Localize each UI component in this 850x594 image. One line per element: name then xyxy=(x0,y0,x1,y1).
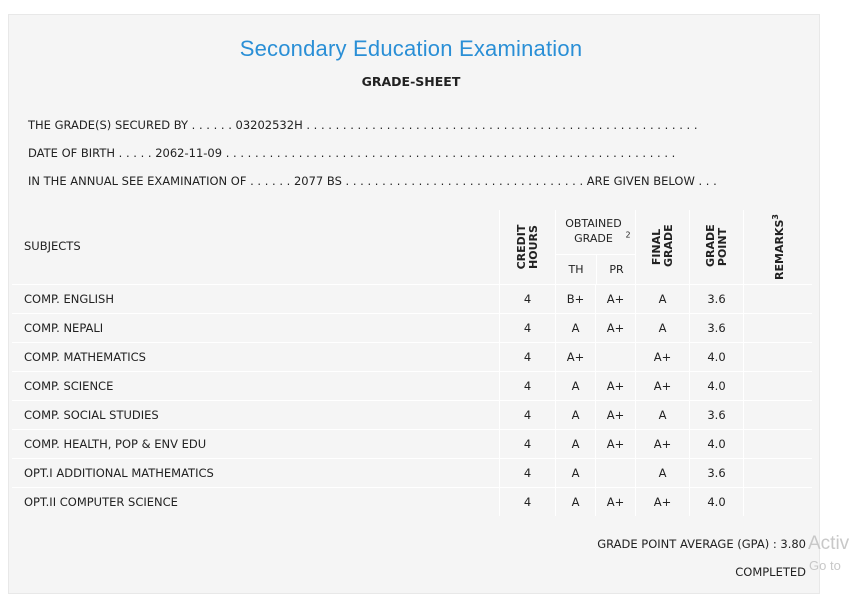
subject-cell: COMP. SOCIAL STUDIES xyxy=(24,408,159,422)
subject-cell: COMP. SCIENCE xyxy=(24,379,114,393)
credit-hours-label: CREDIT HOURS xyxy=(514,224,540,270)
status-text: COMPLETED xyxy=(735,565,806,579)
date-of-birth-line: DATE OF BIRTH . . . . . 2062-11-09 . . .… xyxy=(28,146,676,160)
grade-point-cell: 4.0 xyxy=(689,430,743,458)
th-grade-cell: B+ xyxy=(555,285,595,313)
th-grade-cell: A xyxy=(555,401,595,429)
table-row: COMP. NEPALI 4 A A+ A 3.6 xyxy=(12,313,812,342)
activation-watermark: Activ xyxy=(808,533,850,554)
grade-sheet-panel xyxy=(8,14,820,594)
credit-hours-cell: 4 xyxy=(499,343,555,371)
table-row: COMP. SCIENCE 4 A A+ A+ 4.0 xyxy=(12,371,812,400)
remarks-header: REMARKS3 xyxy=(743,210,812,284)
table-header: SUBJECTS CREDIT HOURS OBTAINED GRADE 2 TH… xyxy=(12,210,812,285)
grade-point-header: GRADE POINT xyxy=(689,210,743,284)
table-row: COMP. HEALTH, POP & ENV EDU 4 A A+ A+ 4.0 xyxy=(12,429,812,458)
gpa-summary: GRADE POINT AVERAGE (GPA) : 3.80 xyxy=(597,537,806,551)
remarks-footnote: 3 xyxy=(771,214,781,220)
obtained-grade-footnote: 2 xyxy=(625,230,631,240)
subjects-header: SUBJECTS xyxy=(24,239,81,253)
remarks-cell xyxy=(743,372,812,400)
table-row: COMP. ENGLISH 4 B+ A+ A 3.6 xyxy=(12,284,812,313)
remarks-label: REMARKS xyxy=(772,219,786,280)
th-grade-cell: A xyxy=(555,430,595,458)
final-grade-cell: A+ xyxy=(635,343,689,371)
credit-hours-cell: 4 xyxy=(499,488,555,516)
table-row: OPT.II COMPUTER SCIENCE 4 A A+ A+ 4.0 xyxy=(12,487,812,516)
pr-grade-cell: A+ xyxy=(595,314,635,342)
final-grade-cell: A xyxy=(635,459,689,487)
final-grade-cell: A xyxy=(635,314,689,342)
credit-hours-cell: 4 xyxy=(499,314,555,342)
grade-point-cell: 3.6 xyxy=(689,459,743,487)
credit-hours-header: CREDIT HOURS xyxy=(499,210,555,284)
final-grade-cell: A+ xyxy=(635,488,689,516)
final-grade-cell: A+ xyxy=(635,430,689,458)
grade-point-cell: 3.6 xyxy=(689,314,743,342)
obtained-grade-header: OBTAINED GRADE 2 TH PR xyxy=(555,210,636,284)
grade-point-label: GRADE POINT xyxy=(703,224,729,267)
credit-hours-cell: 4 xyxy=(499,459,555,487)
th-grade-cell: A xyxy=(555,459,595,487)
credit-hours-cell: 4 xyxy=(499,430,555,458)
grade-point-cell: 4.0 xyxy=(689,372,743,400)
th-grade-cell: A xyxy=(555,314,595,342)
table-row: COMP. MATHEMATICS 4 A+ A+ 4.0 xyxy=(12,342,812,371)
remarks-cell xyxy=(743,488,812,516)
final-grade-cell: A xyxy=(635,401,689,429)
remarks-cell xyxy=(743,343,812,371)
table-row: COMP. SOCIAL STUDIES 4 A A+ A 3.6 xyxy=(12,400,812,429)
final-grade-label: FINAL GRADE xyxy=(649,224,675,267)
th-grade-cell: A xyxy=(555,488,595,516)
pr-grade-cell: A+ xyxy=(595,401,635,429)
final-grade-cell: A+ xyxy=(635,372,689,400)
credit-hours-cell: 4 xyxy=(499,401,555,429)
obtained-grade-label: OBTAINED GRADE xyxy=(565,217,622,245)
grade-point-cell: 3.6 xyxy=(689,285,743,313)
remarks-cell xyxy=(743,285,812,313)
grade-point-cell: 4.0 xyxy=(689,343,743,371)
subject-cell: OPT.II COMPUTER SCIENCE xyxy=(24,495,178,509)
pr-grade-cell: A+ xyxy=(595,488,635,516)
pr-grade-cell: A+ xyxy=(595,372,635,400)
remarks-cell xyxy=(743,401,812,429)
pr-grade-cell: A+ xyxy=(595,430,635,458)
subject-cell: COMP. HEALTH, POP & ENV EDU xyxy=(24,437,207,451)
page-title: Secondary Education Examination xyxy=(239,36,583,61)
credit-hours-cell: 4 xyxy=(499,372,555,400)
grade-point-cell: 3.6 xyxy=(689,401,743,429)
examination-line: IN THE ANNUAL SEE EXAMINATION OF . . . .… xyxy=(28,174,717,188)
th-header: TH xyxy=(556,254,596,284)
secured-by-line: THE GRADE(S) SECURED BY . . . . . . 0320… xyxy=(28,118,698,132)
th-grade-cell: A+ xyxy=(555,343,595,371)
pr-header: PR xyxy=(596,254,636,284)
grade-point-cell: 4.0 xyxy=(689,488,743,516)
th-grade-cell: A xyxy=(555,372,595,400)
subject-cell: COMP. ENGLISH xyxy=(24,292,114,306)
final-grade-cell: A xyxy=(635,285,689,313)
subject-cell: COMP. MATHEMATICS xyxy=(24,350,146,364)
pr-grade-cell xyxy=(595,459,635,487)
final-grade-header: FINAL GRADE xyxy=(635,210,689,284)
pr-grade-cell xyxy=(595,343,635,371)
activation-watermark-sub: Go to xyxy=(809,558,841,573)
pr-grade-cell: A+ xyxy=(595,285,635,313)
sheet-subtitle: GRADE-SHEET xyxy=(361,74,461,89)
subject-cell: OPT.I ADDITIONAL MATHEMATICS xyxy=(24,466,214,480)
table-row: OPT.I ADDITIONAL MATHEMATICS 4 A A 3.6 xyxy=(12,458,812,487)
remarks-cell xyxy=(743,459,812,487)
credit-hours-cell: 4 xyxy=(499,285,555,313)
subject-cell: COMP. NEPALI xyxy=(24,321,104,335)
remarks-cell xyxy=(743,314,812,342)
remarks-cell xyxy=(743,430,812,458)
